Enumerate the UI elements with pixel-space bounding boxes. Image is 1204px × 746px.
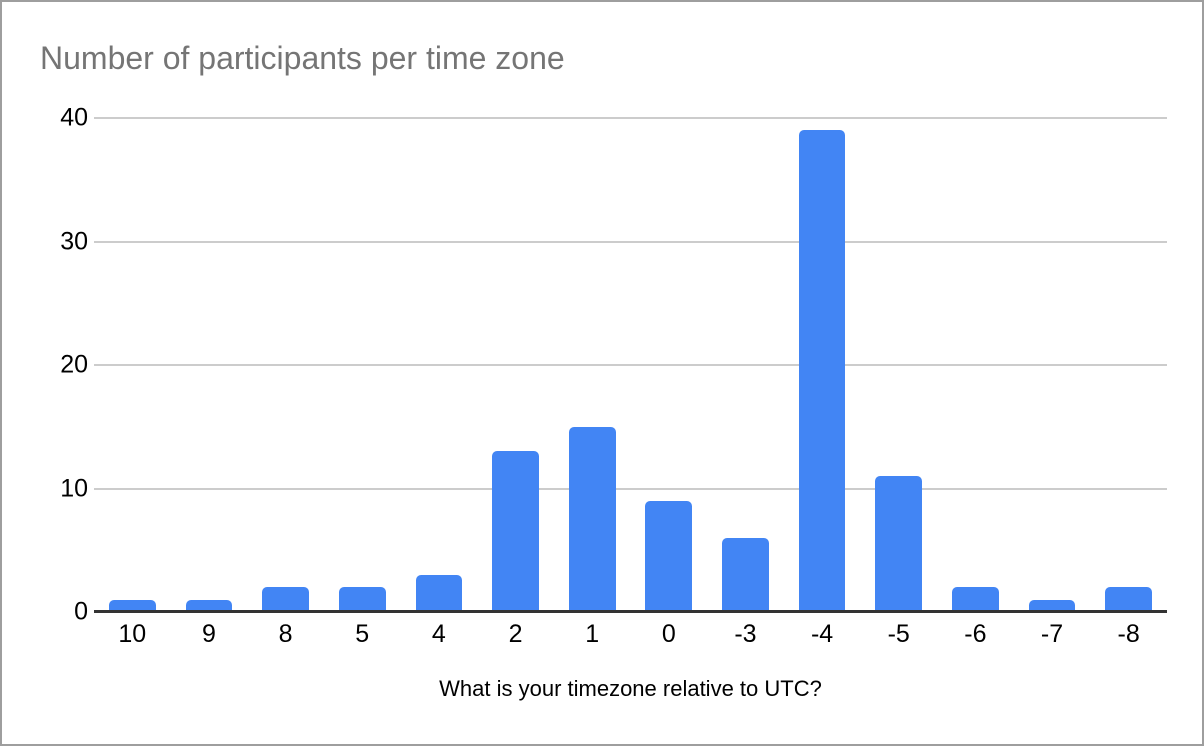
x-axis-tick-label: 1	[585, 620, 600, 648]
x-axis-tick-label: 0	[661, 620, 676, 648]
bar-slot	[401, 118, 478, 612]
bar-slot	[94, 118, 171, 612]
x-axis-tick-labels: 10 9 8 5 4 2 1 0 -3 -4 -5 -6 -7 -8	[94, 620, 1167, 649]
bar-slot	[784, 118, 861, 612]
x-axis-tick-label: -8	[1117, 620, 1140, 648]
x-axis-title: What is your timezone relative to UTC?	[439, 676, 822, 701]
x-axis-tick-label: -4	[810, 620, 834, 648]
bar-1	[568, 426, 616, 612]
bar-slot	[1090, 118, 1167, 612]
gridline-y10	[94, 487, 1167, 490]
x-axis-tick-label: -5	[887, 620, 910, 648]
bar--5	[875, 476, 923, 612]
y-axis-tick-label: 40	[60, 103, 88, 132]
bar--4	[798, 130, 846, 612]
bar-series	[94, 118, 1167, 612]
x-axis-tick-label: 10	[118, 620, 147, 648]
x-axis-tick-label: 2	[508, 620, 523, 648]
chart-title: Number of participants per time zone	[40, 40, 565, 76]
x-axis-line	[94, 610, 1167, 613]
bar-slot	[860, 118, 937, 612]
x-axis-tick-label: 5	[355, 620, 370, 648]
bar-5	[338, 587, 386, 612]
bar-8	[262, 587, 309, 612]
y-axis: 0 10 20 30 40	[2, 104, 88, 626]
bar--8	[1105, 587, 1153, 612]
bar-slot	[171, 118, 248, 612]
y-axis-tick-label: 10	[60, 474, 88, 502]
gridline-y40	[94, 117, 1167, 119]
bar-slot	[554, 118, 631, 612]
bar-9	[185, 599, 233, 612]
bar-10	[108, 599, 156, 612]
bar-0	[645, 500, 693, 612]
plot-area	[94, 117, 1167, 613]
bar-slot	[630, 118, 707, 612]
x-axis-tick-label: -6	[964, 620, 987, 648]
x-axis-tick-label: -7	[1040, 620, 1064, 648]
bar-slot	[1014, 118, 1091, 612]
y-axis-tick-label: 0	[74, 597, 88, 626]
bar-2	[492, 451, 539, 612]
bar-slot	[937, 118, 1014, 612]
y-axis-tick-label: 30	[60, 227, 88, 255]
bar--6	[951, 587, 999, 612]
x-axis-tick-label: -3	[734, 620, 757, 648]
bar-4	[415, 574, 463, 612]
bar-slot	[324, 118, 401, 612]
y-axis-tick-label: 20	[60, 350, 88, 379]
gridline-y30	[94, 240, 1167, 243]
x-axis-tick-label: 9	[202, 620, 216, 648]
bar-slot	[477, 118, 554, 612]
bar--7	[1028, 599, 1076, 612]
gridline-y20	[94, 364, 1167, 366]
x-axis-tick-label: 4	[431, 620, 446, 648]
bar-slot	[707, 118, 784, 612]
bar-slot	[247, 118, 324, 612]
bar--3	[722, 537, 769, 612]
x-axis-tick-label: 8	[278, 620, 293, 648]
